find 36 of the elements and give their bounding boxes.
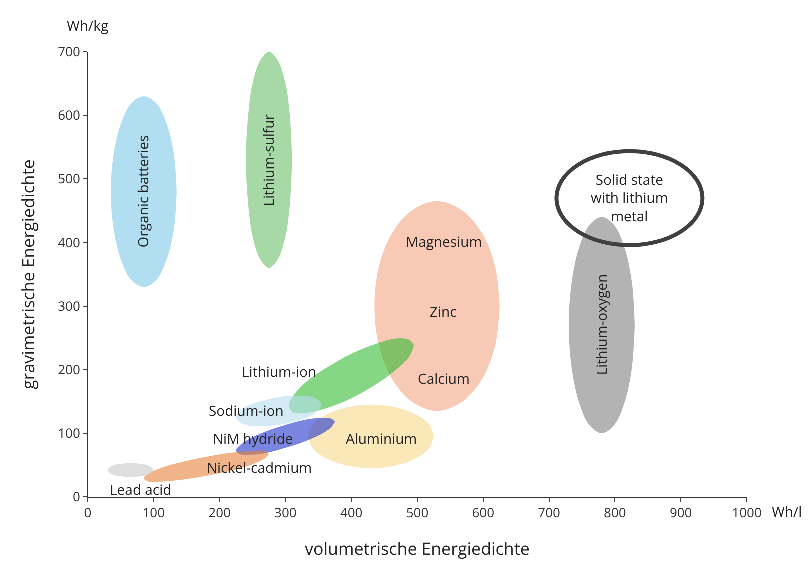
x-tick-label: 300 — [274, 504, 297, 522]
x-tick-label: 800 — [604, 504, 626, 522]
annotation: NiM hydride — [213, 430, 294, 449]
annotation: Solid state with lithium metal — [591, 171, 668, 226]
text: Wh/l — [772, 503, 802, 522]
x-tick-label: 600 — [472, 504, 495, 522]
text: Wh/kg — [67, 17, 109, 36]
annotation: Sodium-ion — [209, 402, 284, 421]
x-tick-label: 500 — [406, 504, 429, 522]
y-tick-label: 300 — [58, 296, 80, 315]
x-tick-label: 700 — [538, 504, 560, 522]
y-tick-label: 0 — [72, 488, 80, 506]
x-tick-label: 900 — [670, 504, 692, 522]
annotation: Zinc — [430, 303, 458, 322]
annotation: Lithium-sulfur — [260, 114, 280, 206]
x-tick-label: 1000 — [732, 504, 762, 522]
annotation: Calcium — [418, 370, 470, 389]
annotation: Lithium-ion — [242, 363, 317, 382]
y-tick-label: 700 — [58, 42, 80, 61]
y-tick-label: 100 — [58, 424, 80, 442]
annotation: Nickel-cadmium — [207, 459, 312, 478]
annotation: Organic batteries — [134, 134, 154, 248]
x-tick-label: 200 — [208, 504, 231, 522]
x-tick-label: 100 — [142, 504, 166, 522]
annotation: Magnesium — [406, 233, 482, 252]
x-tick-label: 400 — [340, 504, 363, 522]
y-tick-label: 500 — [58, 170, 80, 188]
y-tick-label: 400 — [58, 233, 80, 252]
y-tick-label: 200 — [58, 360, 80, 378]
y-axis-title: gravimetrische Energiedichte — [16, 160, 40, 390]
y-tick-label: 600 — [58, 106, 80, 124]
annotation: Lead acid — [110, 481, 172, 500]
annotation: Lithium-oxygen — [592, 274, 612, 376]
x-axis-title: volumetrische Energiedichte — [305, 537, 530, 560]
annotation: Aluminium — [346, 430, 418, 449]
x-tick-label: 0 — [84, 504, 92, 522]
